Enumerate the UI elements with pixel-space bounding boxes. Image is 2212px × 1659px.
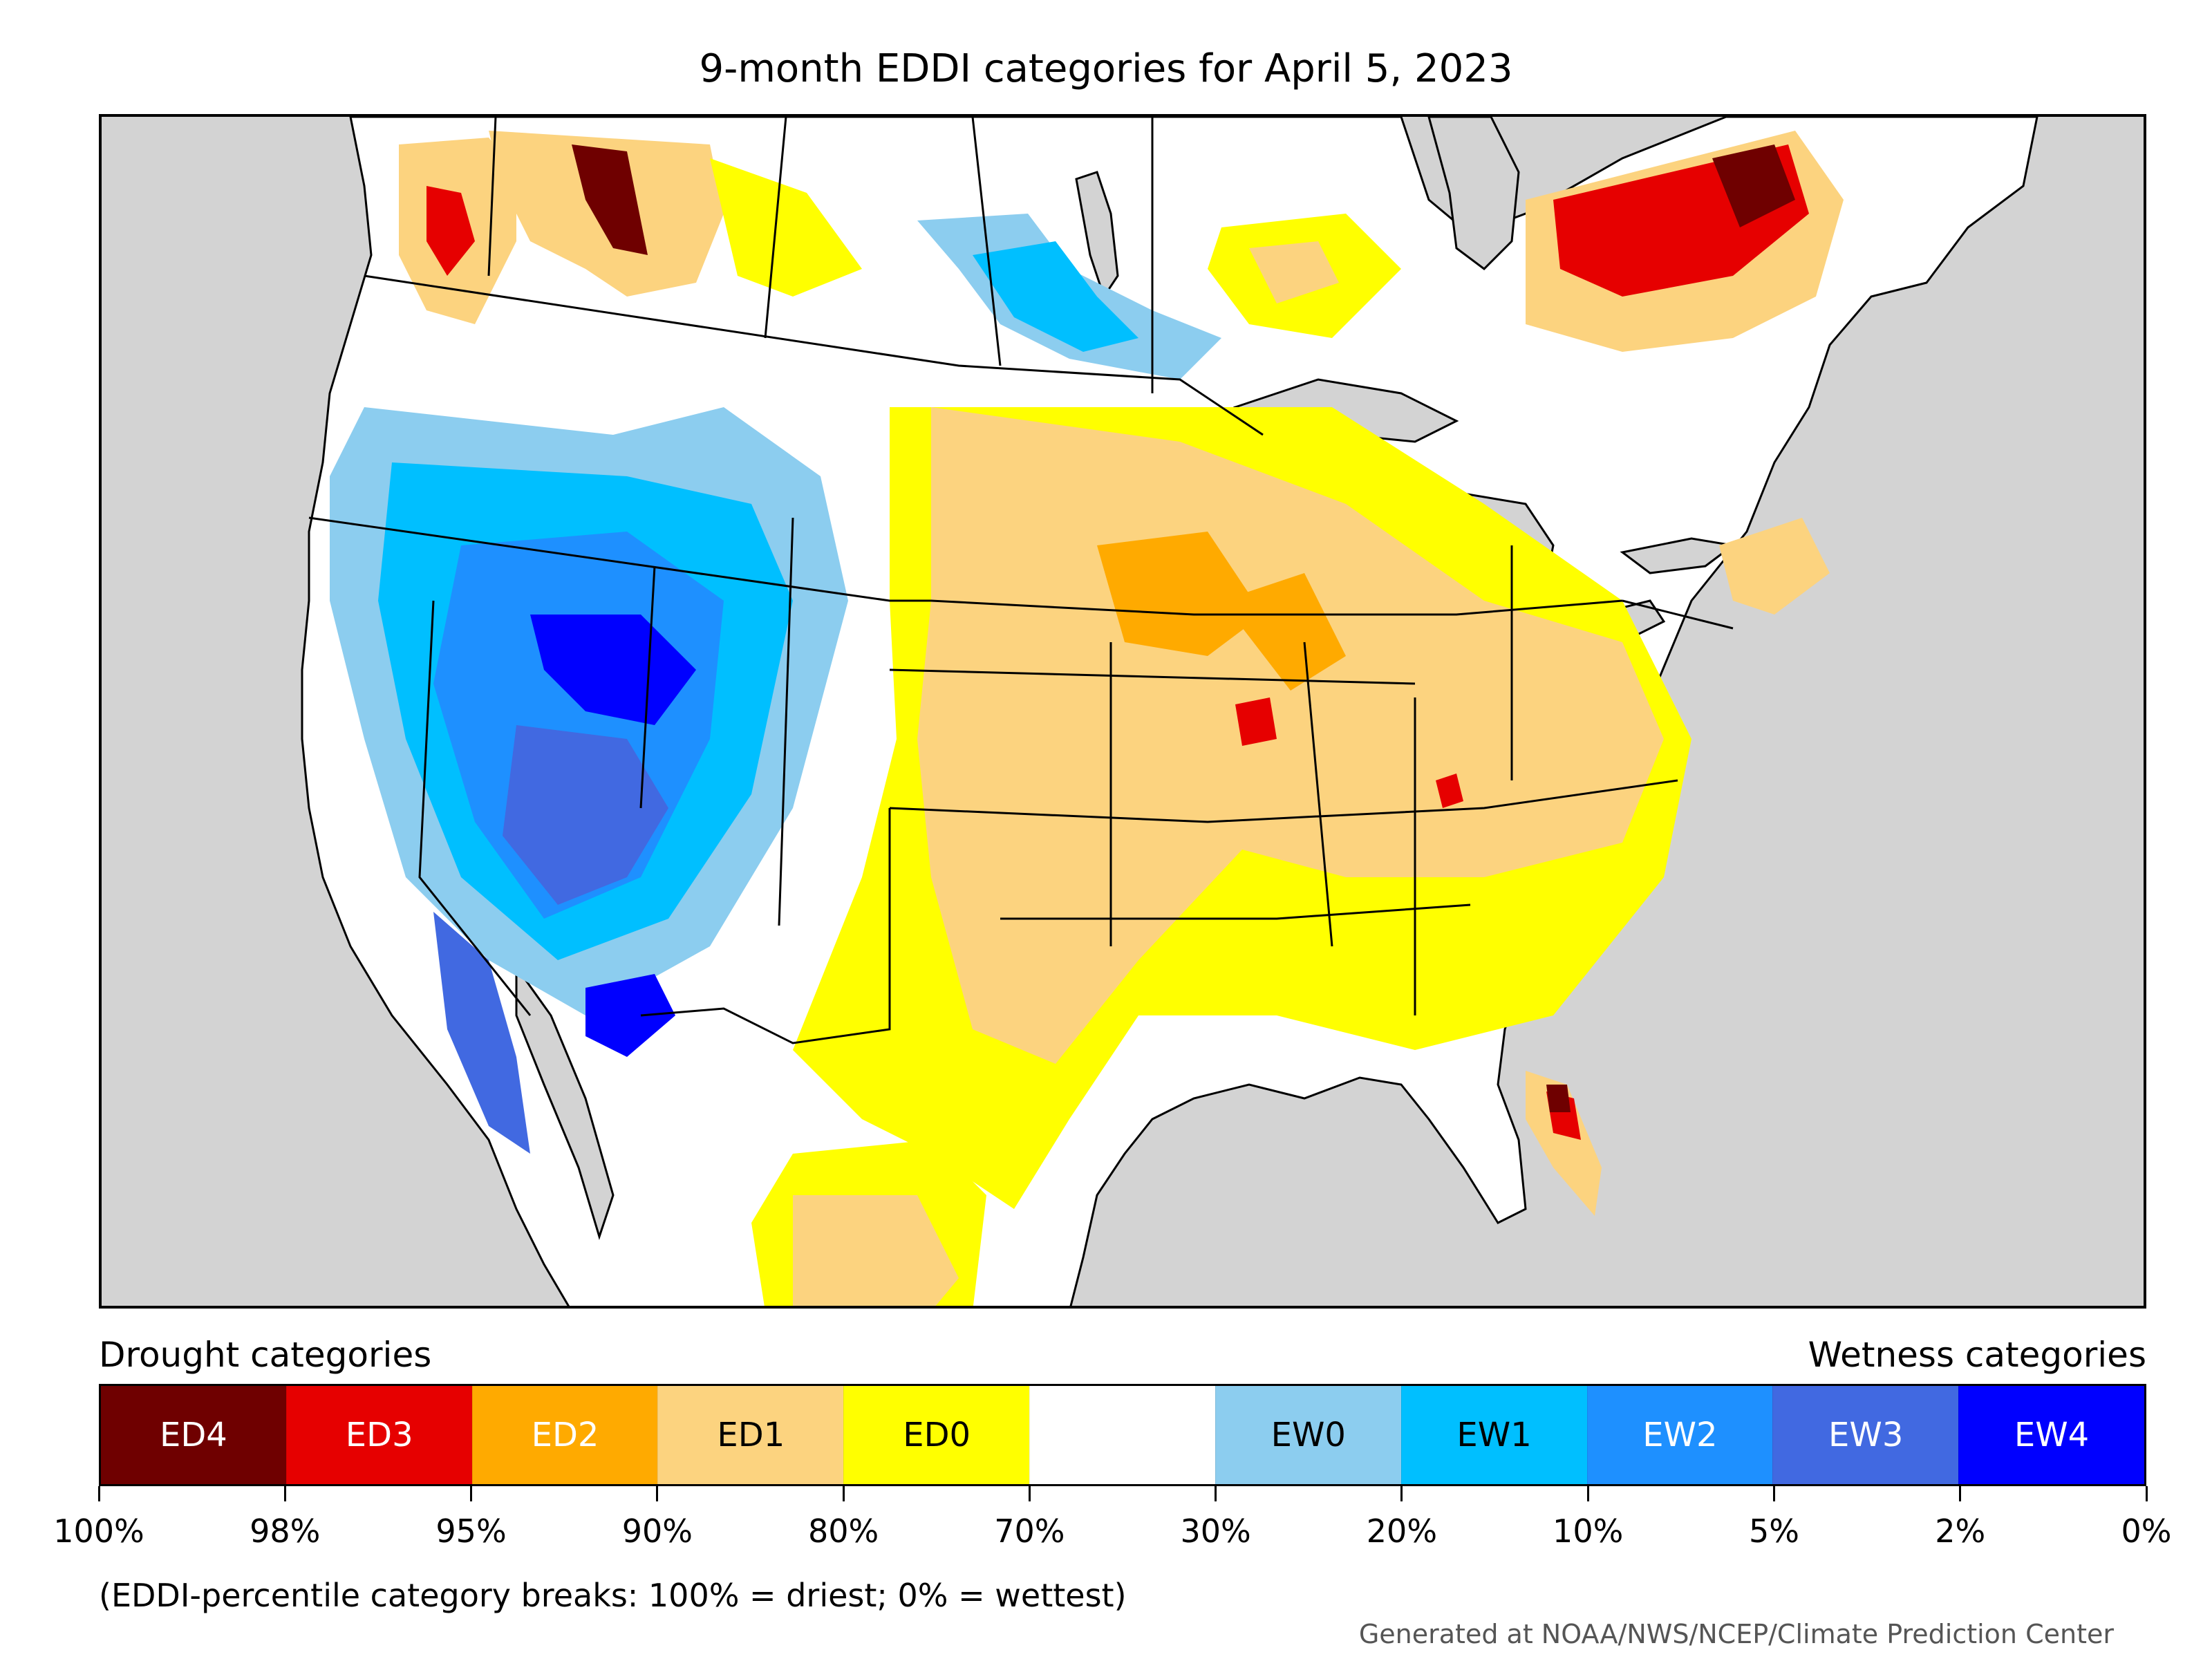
colorbar-cell-neutral (1029, 1386, 1215, 1484)
colorbar-tick (1772, 1486, 1775, 1501)
colorbar-tick-label: 98% (250, 1512, 321, 1550)
category-colorbar: ED4 ED3 ED2 ED1 ED0 EW0 EW1 EW2 EW3 EW4 (99, 1384, 2146, 1486)
colorbar-tick (1028, 1486, 1031, 1501)
colorbar-tick-label: 5% (1748, 1512, 1799, 1550)
colorbar-tick (1959, 1486, 1962, 1501)
credit-line: Generated at NOAA/NWS/NCEP/Climate Predi… (1358, 1619, 2114, 1649)
colorbar-cell-ed1: ED1 (657, 1386, 844, 1484)
colorbar-cell-ed2: ED2 (471, 1386, 658, 1484)
colorbar-tick-label: 30% (1180, 1512, 1251, 1550)
colorbar-tick-label: 95% (435, 1512, 507, 1550)
colorbar-tick-label: 20% (1366, 1512, 1438, 1550)
map-title: 9-month EDDI categories for April 5, 202… (699, 46, 1513, 91)
colorbar-tick-label: 2% (1935, 1512, 1986, 1550)
wetness-categories-heading: Wetness categories (1808, 1335, 2146, 1375)
colorbar-tick-label: 10% (1553, 1512, 1624, 1550)
colorbar-cell-ew3: EW3 (1772, 1386, 1959, 1484)
drought-categories-heading: Drought categories (99, 1335, 432, 1375)
category-regions (330, 131, 1844, 1306)
colorbar-cell-ew1: EW1 (1400, 1386, 1587, 1484)
colorbar-tick-label: 70% (994, 1512, 1065, 1550)
colorbar-ticks (97, 1486, 2148, 1507)
lake-winnipeg (1075, 171, 1119, 299)
colorbar-cell-ed0: ED0 (843, 1386, 1030, 1484)
gulf-of-california (515, 964, 615, 1240)
colorbar-tick (470, 1486, 473, 1501)
eddi-map (99, 114, 2146, 1309)
colorbar-tick-label: 0% (2121, 1512, 2172, 1550)
colorbar-tick-label: 80% (807, 1512, 879, 1550)
colorbar-cell-ew2: EW2 (1586, 1386, 1773, 1484)
map-canvas (102, 117, 2144, 1306)
colorbar-cell-ed3: ED3 (285, 1386, 472, 1484)
colorbar-tick (283, 1486, 286, 1501)
percentile-footnote: (EDDI-percentile category breaks: 100% =… (99, 1577, 1127, 1614)
colorbar-tick-label: 90% (621, 1512, 693, 1550)
colorbar-tick (2145, 1486, 2148, 1501)
colorbar-tick (1215, 1486, 1217, 1501)
colorbar-cell-ed4: ED4 (101, 1386, 286, 1484)
colorbar-cell-ew4: EW4 (1958, 1386, 2144, 1484)
colorbar-tick-label: 100% (53, 1512, 144, 1550)
colorbar-tick (656, 1486, 659, 1501)
admin-borders (308, 117, 1734, 1044)
colorbar-tick (842, 1486, 845, 1501)
james-bay (1427, 117, 1520, 270)
colorbar-tick (1400, 1486, 1403, 1501)
colorbar-cell-ew0: EW0 (1215, 1386, 1401, 1484)
colorbar-tick (97, 1486, 100, 1501)
colorbar-tick (1586, 1486, 1589, 1501)
